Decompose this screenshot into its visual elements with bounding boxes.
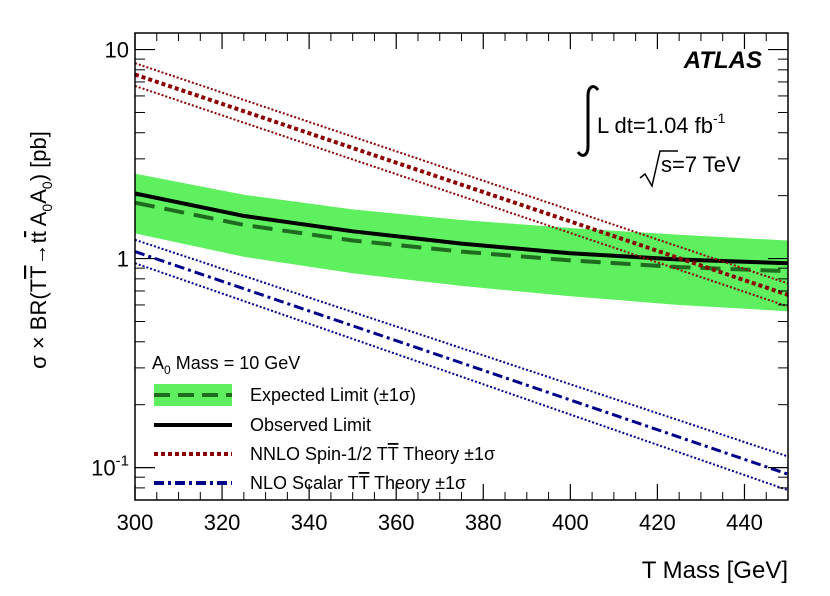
legend-label-expected: Expected Limit (±1σ) [250, 385, 416, 405]
legend-header: A0 Mass = 10 GeV [152, 353, 300, 377]
legend-label-observed: Observed Limit [250, 415, 371, 435]
x-tick-label: 400 [552, 510, 589, 535]
x-tick-label: 320 [204, 510, 241, 535]
y-tick-label: 10 [105, 38, 129, 63]
x-tick-label: 380 [465, 510, 502, 535]
x-tick-label: 420 [639, 510, 676, 535]
y-tick-label: 1 [117, 247, 129, 272]
experiment-label: ATLAS [683, 47, 762, 74]
legend: A0 Mass = 10 GeV Expected Limit (±1σ) Ob… [152, 353, 495, 493]
x-tick-label: 340 [291, 510, 328, 535]
legend-label-nnlo: NNLO Spin-1/2 TT Theory ±1σ [250, 444, 495, 464]
series-expected-limit [135, 200, 788, 274]
x-tick-label: 440 [726, 510, 763, 535]
y-tick-label: 10-1 [91, 453, 129, 481]
integral-sign [576, 85, 600, 157]
series-nlo-scalar-theory [135, 250, 788, 476]
energy-label: s=7 TeV [661, 152, 741, 177]
series-nnlo-spin-1-2-theory [135, 72, 788, 297]
luminosity-label: L dt=1.04 fb-1 [597, 110, 726, 138]
sqrt-sign [639, 150, 678, 189]
series-nlo-scalar-theory-1 [135, 262, 788, 492]
legend-label-nlo: NLO Scalar TT Theory ±1σ [250, 473, 466, 493]
y-axis-label: σ × BR(TT→tt A0A0) [pb] [26, 131, 55, 369]
x-tick-label: 360 [378, 510, 415, 535]
series-nnlo-spin-1-2-theory-1 [135, 62, 788, 285]
x-tick-label: 300 [117, 510, 154, 535]
series-nnlo-spin-1-2-theory-1 [135, 84, 788, 308]
series-nlo-scalar-theory-1 [135, 238, 788, 458]
x-axis-label: T Mass [GeV] [642, 557, 788, 584]
